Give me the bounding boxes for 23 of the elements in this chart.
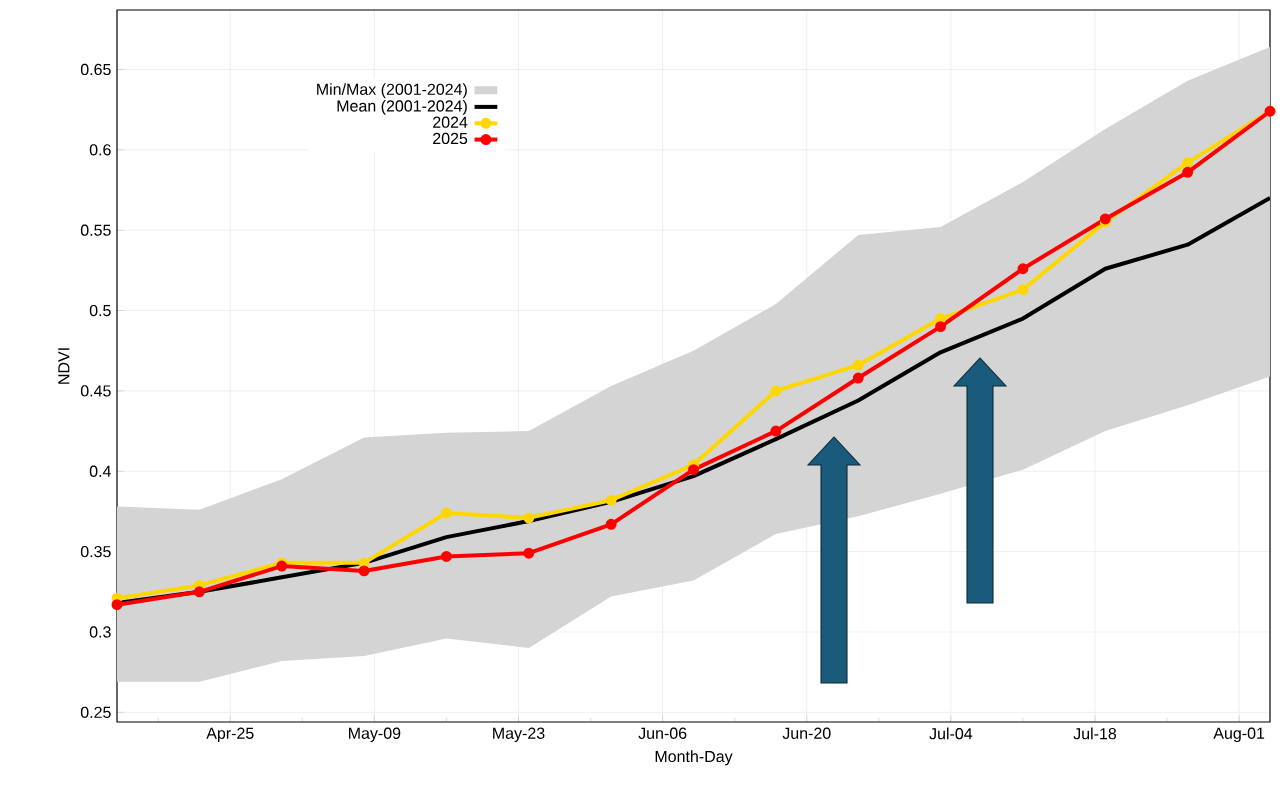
x-tick-label: Jul-04 [929, 727, 973, 740]
y-tick-label: 0.45 [80, 385, 111, 397]
annotation: Min/Max (2001-2024) [317, 83, 467, 99]
y-tick-label: 0.25 [80, 706, 111, 718]
x-tick-label: May-09 [349, 727, 401, 743]
x-tick-label: Apr-25 [206, 727, 254, 743]
x-tick-label: Jun-20 [782, 727, 831, 739]
y-tick-label: 0.65 [80, 63, 111, 76]
legend-label: Mean (2001-2024) [337, 99, 467, 115]
x-tick-label: Jul-18 [1073, 727, 1117, 740]
y-tick-label: 0.3 [89, 626, 111, 638]
x-axis-title: Month-Day [655, 750, 733, 766]
y-tick-label: 0.6 [89, 144, 111, 156]
x-tick-label: Aug-01 [1213, 727, 1265, 743]
x-tick-label: Jun-06 [638, 727, 687, 739]
y-tick-label: 0.4 [89, 465, 111, 477]
y-tick-label: 0.5 [89, 304, 111, 317]
y-tick-label: 0.55 [80, 224, 111, 236]
y-axis-title: NDVI [58, 348, 70, 384]
legend-label: 2024 [433, 116, 468, 128]
legend-label: 2025 [433, 132, 468, 145]
x-tick-label: May-23 [493, 727, 545, 743]
y-tick-label: 0.35 [80, 545, 111, 558]
